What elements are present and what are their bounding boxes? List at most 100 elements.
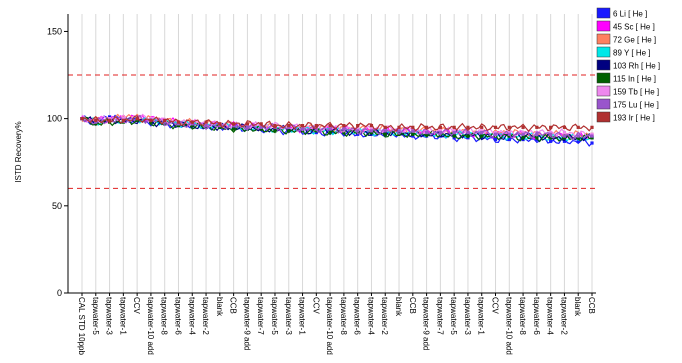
x-category-label: tapwater-6 bbox=[173, 297, 182, 335]
data-point bbox=[342, 127, 346, 131]
legend-item[interactable]: 103 Rh [ He ] bbox=[596, 59, 660, 71]
x-category-label: tapwater-10 add bbox=[504, 297, 513, 355]
x-category-label: tapwater-8 bbox=[518, 297, 527, 335]
x-category-label: tapwater-9 add bbox=[422, 297, 431, 350]
data-point bbox=[204, 120, 208, 124]
series-layer bbox=[80, 113, 594, 147]
data-point bbox=[411, 125, 415, 129]
legend-item[interactable]: 159 Tb [ He ] bbox=[596, 85, 659, 97]
series-8 bbox=[80, 114, 594, 133]
data-point bbox=[176, 122, 181, 126]
y-tick-label: 50 bbox=[52, 201, 62, 211]
legend-swatch bbox=[596, 7, 611, 19]
y-tick-label: 100 bbox=[47, 114, 62, 124]
x-category-label: tapwater-5 bbox=[270, 297, 279, 335]
data-point bbox=[590, 125, 594, 129]
data-point bbox=[190, 124, 194, 128]
data-point bbox=[480, 129, 484, 133]
x-category-label: CCB bbox=[587, 297, 596, 314]
data-point bbox=[328, 127, 332, 131]
data-point bbox=[163, 122, 167, 126]
legend-swatch bbox=[596, 20, 611, 32]
data-point bbox=[369, 124, 374, 128]
legend-item[interactable]: 89 Y [ He ] bbox=[596, 46, 651, 58]
data-point bbox=[424, 129, 429, 133]
legend-swatch bbox=[596, 59, 611, 71]
legend-item[interactable]: 45 Sc [ He ] bbox=[596, 20, 655, 32]
data-point bbox=[94, 120, 98, 124]
data-point bbox=[521, 132, 525, 136]
data-point bbox=[273, 124, 277, 128]
data-point bbox=[411, 132, 415, 136]
data-point bbox=[507, 134, 511, 138]
data-point bbox=[314, 130, 318, 135]
data-point bbox=[383, 125, 387, 129]
data-point bbox=[356, 129, 360, 133]
data-point bbox=[562, 136, 567, 140]
x-category-label: CCV bbox=[491, 297, 500, 315]
x-category-label: tapwater-6 bbox=[532, 297, 541, 335]
data-point bbox=[549, 132, 553, 136]
data-point bbox=[397, 130, 401, 135]
x-category-label: blank bbox=[215, 297, 224, 317]
legend-swatch bbox=[596, 33, 611, 45]
x-category-labels: CAL STD 10ppb tapwater-5 tapwater-3 tapwate… bbox=[77, 293, 596, 356]
x-category-label: tapwater-2 bbox=[380, 297, 389, 335]
data-point bbox=[480, 136, 484, 140]
legend-item[interactable]: 115 In [ He ] bbox=[596, 72, 656, 84]
x-category-label: tapwater-7 bbox=[256, 297, 265, 335]
data-point bbox=[383, 132, 387, 136]
x-category-label: tapwater-3 bbox=[105, 297, 114, 335]
legend-item[interactable]: 193 Ir [ He ] bbox=[596, 111, 655, 123]
data-point bbox=[176, 120, 181, 124]
data-point bbox=[232, 127, 236, 131]
data-point bbox=[218, 125, 222, 129]
legend-label: 159 Tb [ He ] bbox=[613, 88, 659, 97]
data-point bbox=[562, 125, 567, 129]
x-category-label: tapwater-6 bbox=[353, 297, 362, 335]
data-point bbox=[80, 117, 84, 121]
legend-label: 45 Sc [ He ] bbox=[613, 23, 655, 32]
x-category-label: CAL STD 10ppb bbox=[77, 297, 86, 356]
data-point bbox=[562, 130, 567, 135]
data-point bbox=[273, 129, 277, 133]
data-point bbox=[452, 125, 456, 129]
data-point bbox=[342, 130, 346, 135]
x-category-label: tapwater-2 bbox=[201, 297, 210, 335]
data-point bbox=[452, 136, 456, 140]
data-point bbox=[549, 139, 553, 143]
axes bbox=[67, 14, 596, 294]
data-point bbox=[163, 120, 167, 124]
data-point bbox=[535, 125, 539, 129]
legend-item[interactable]: 6 Li [ He ] bbox=[596, 7, 647, 19]
data-point bbox=[590, 134, 594, 138]
data-point bbox=[328, 130, 332, 135]
data-point bbox=[424, 132, 429, 136]
data-point bbox=[369, 127, 374, 131]
data-point bbox=[438, 125, 442, 129]
data-point bbox=[493, 132, 498, 136]
data-point bbox=[135, 117, 139, 121]
x-category-label: tapwater-1 bbox=[298, 297, 307, 335]
data-point bbox=[356, 127, 360, 131]
data-point bbox=[493, 137, 498, 142]
data-point bbox=[493, 125, 498, 129]
legend-item[interactable]: 175 Lu [ He ] bbox=[596, 98, 659, 110]
data-point bbox=[314, 127, 318, 131]
x-category-label: tapwater-10 add bbox=[146, 297, 155, 355]
data-point bbox=[480, 125, 484, 129]
x-category-label: tapwater-10 add bbox=[325, 297, 334, 355]
data-point bbox=[466, 134, 470, 138]
legend-swatch bbox=[596, 72, 611, 84]
data-point bbox=[356, 124, 360, 128]
data-point bbox=[590, 132, 594, 136]
data-point bbox=[397, 125, 401, 129]
data-point bbox=[121, 117, 125, 121]
vertical-grid bbox=[81, 14, 593, 293]
data-point bbox=[411, 134, 415, 138]
legend-item[interactable]: 72 Ge [ He ] bbox=[596, 33, 656, 45]
legend-swatch bbox=[596, 85, 611, 97]
legend[interactable]: 6 Li [ He ] 45 Sc [ He ] 72 Ge [ He ] 89 Y … bbox=[596, 7, 660, 123]
data-point bbox=[383, 127, 387, 131]
data-point bbox=[121, 115, 125, 119]
